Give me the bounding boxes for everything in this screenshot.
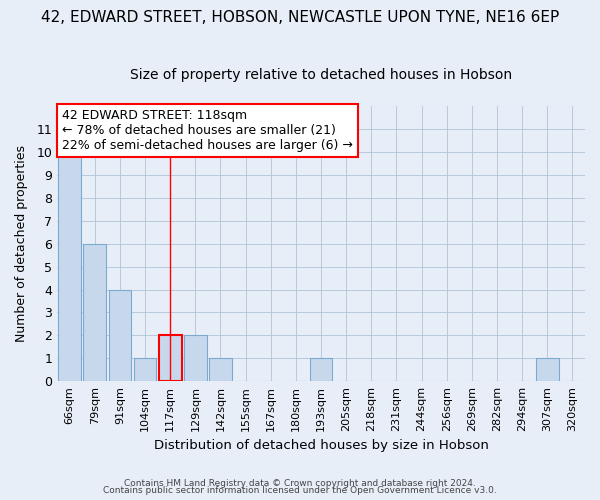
Bar bbox=[209, 358, 232, 381]
Y-axis label: Number of detached properties: Number of detached properties bbox=[15, 145, 28, 342]
Bar bbox=[184, 336, 206, 381]
Bar bbox=[159, 336, 182, 381]
Text: 42 EDWARD STREET: 118sqm
← 78% of detached houses are smaller (21)
22% of semi-d: 42 EDWARD STREET: 118sqm ← 78% of detach… bbox=[62, 109, 353, 152]
Bar bbox=[58, 152, 81, 381]
Text: 42, EDWARD STREET, HOBSON, NEWCASTLE UPON TYNE, NE16 6EP: 42, EDWARD STREET, HOBSON, NEWCASTLE UPO… bbox=[41, 10, 559, 25]
Bar bbox=[134, 358, 157, 381]
Bar bbox=[109, 290, 131, 381]
Title: Size of property relative to detached houses in Hobson: Size of property relative to detached ho… bbox=[130, 68, 512, 82]
X-axis label: Distribution of detached houses by size in Hobson: Distribution of detached houses by size … bbox=[154, 440, 488, 452]
Bar bbox=[310, 358, 332, 381]
Text: Contains HM Land Registry data © Crown copyright and database right 2024.: Contains HM Land Registry data © Crown c… bbox=[124, 478, 476, 488]
Bar bbox=[536, 358, 559, 381]
Bar bbox=[83, 244, 106, 381]
Text: Contains public sector information licensed under the Open Government Licence v3: Contains public sector information licen… bbox=[103, 486, 497, 495]
